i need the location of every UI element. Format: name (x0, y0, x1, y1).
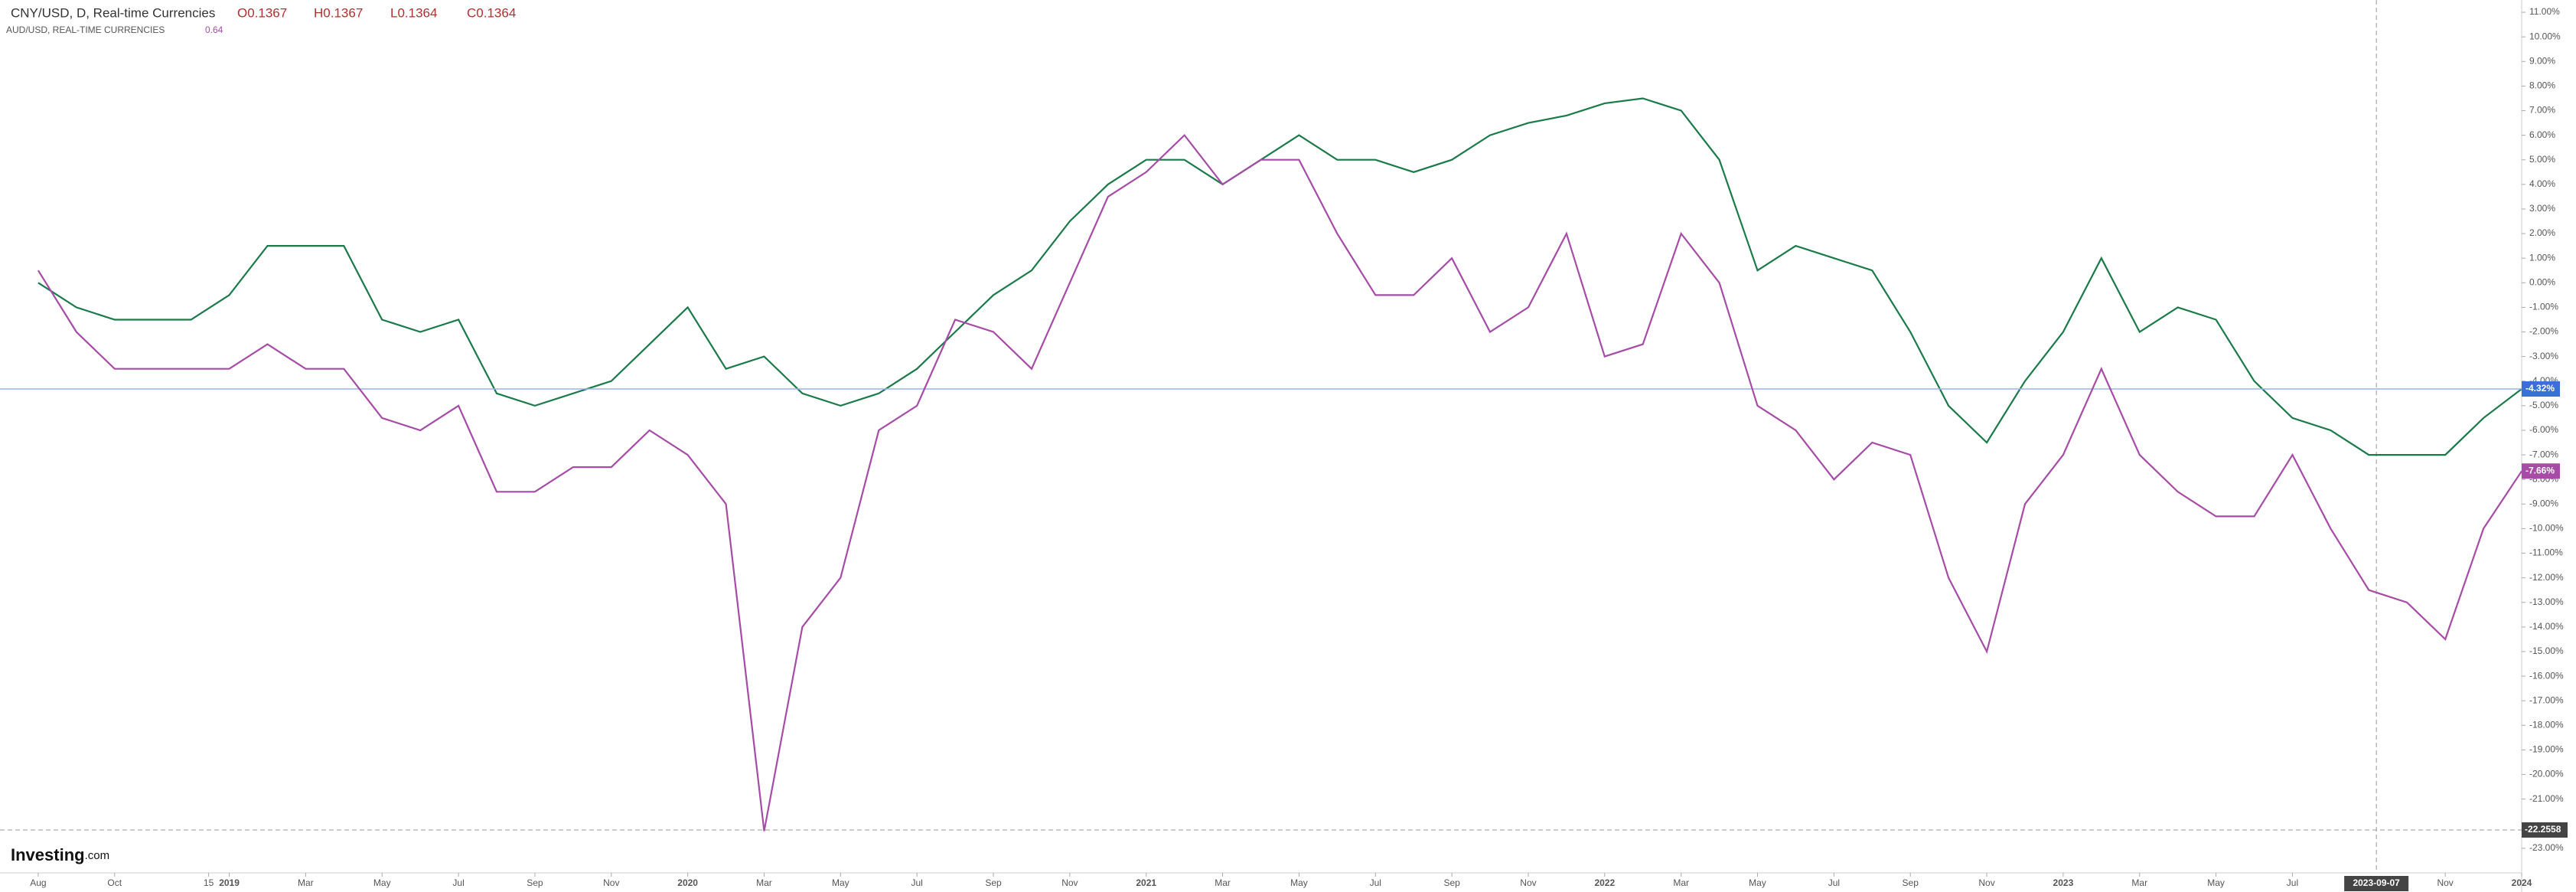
x-tick-label: May (373, 877, 391, 888)
y-tick-label: -18.00% (2529, 719, 2564, 730)
x-tick-label: Mar (1673, 877, 1689, 888)
x-tick-label: Sep (985, 877, 1002, 888)
y-tick-label: 5.00% (2529, 154, 2555, 165)
ohlc: H0.1367 (314, 5, 363, 20)
x-tick-label: 2019 (219, 877, 240, 888)
y-tick-label: 11.00% (2529, 6, 2560, 17)
y-tick-label: -7.00% (2529, 449, 2558, 459)
x-tick-label: Sep (1903, 877, 1919, 888)
y-tick-label: -19.00% (2529, 744, 2564, 755)
y-tick-label: -16.00% (2529, 670, 2564, 681)
x-tick-label: Sep (1443, 877, 1460, 888)
x-tick-label: Jul (1828, 877, 1840, 888)
ohlc: C0.1364 (467, 5, 516, 20)
compare-value: 0.64 (205, 25, 223, 35)
x-tick-label: Nov (1061, 877, 1078, 888)
x-tick-label: Mar (1215, 877, 1231, 888)
logo-suffix: .com (85, 849, 110, 862)
x-tick-label: Nov (1520, 877, 1536, 888)
y-tick-label: -17.00% (2529, 694, 2564, 705)
last-label: -7.66% (2525, 465, 2555, 475)
x-tick-label: Jul (452, 877, 464, 888)
x-tick-label: 2021 (1136, 877, 1156, 888)
y-tick-label: -1.00% (2529, 302, 2558, 312)
y-tick-label: 10.00% (2529, 31, 2561, 41)
y-tick-label: -23.00% (2529, 842, 2564, 853)
x-tick-label: Jul (911, 877, 923, 888)
ohlc: L0.1364 (390, 5, 437, 20)
x-tick-label: Mar (2131, 877, 2147, 888)
y-tick-label: -12.00% (2529, 572, 2564, 583)
x-tick-label: Jul (1370, 877, 1381, 888)
y-tick-label: -21.00% (2529, 793, 2564, 804)
y-tick-label: -9.00% (2529, 498, 2558, 508)
logo-main: Investing (11, 845, 85, 864)
series-line (37, 133, 2522, 832)
x-tick-label: Nov (603, 877, 619, 888)
x-tick-label: May (832, 877, 849, 888)
crosshair-x-badge (2344, 876, 2409, 891)
x-tick-label: Nov (2437, 877, 2453, 888)
x-tick-label: 2023 (2053, 877, 2074, 888)
y-tick-label: 0.00% (2529, 276, 2555, 287)
x-tick-label: 15 (204, 877, 214, 888)
series-label[interactable]: CNY/USD, D, Real-time Currencies (11, 5, 215, 20)
x-tick-label: 2022 (1594, 877, 1615, 888)
y-tick-label: 9.00% (2529, 55, 2555, 66)
x-tick-label: May (1290, 877, 1308, 888)
last-badge (2522, 463, 2560, 479)
y-tick-label: 6.00% (2529, 129, 2555, 140)
y-tick-label: 8.00% (2529, 80, 2555, 91)
x-tick-label: Nov (1978, 877, 1994, 888)
crosshair-y-badge (2522, 822, 2568, 838)
y-tick-label: -6.00% (2529, 424, 2558, 435)
y-tick-label: 3.00% (2529, 203, 2555, 214)
logo: Investing.com (11, 845, 109, 864)
last-badge (2522, 381, 2560, 397)
y-tick-label: -13.00% (2529, 596, 2564, 607)
x-tick-label: Oct (107, 877, 122, 888)
x-tick-label: May (1749, 877, 1766, 888)
y-tick-label: -5.00% (2529, 400, 2558, 410)
y-tick-label: 7.00% (2529, 105, 2555, 116)
y-tick-label: -15.00% (2529, 645, 2564, 656)
x-tick-label: 2020 (677, 877, 698, 888)
ohlc: O0.1367 (237, 5, 287, 20)
y-tick-label: -10.00% (2529, 523, 2564, 534)
y-tick-label: 1.00% (2529, 252, 2555, 263)
y-tick-label: -14.00% (2529, 621, 2564, 632)
y-tick-label: 4.00% (2529, 178, 2555, 189)
y-tick-label: 2.00% (2529, 227, 2555, 238)
x-tick-label: Jul (2287, 877, 2298, 888)
x-tick-label: Sep (527, 877, 543, 888)
y-tick-label: -20.00% (2529, 769, 2564, 779)
x-tick-label: May (2207, 877, 2225, 888)
x-tick-label: Aug (30, 877, 46, 888)
crosshair-y-label: -22.2558 (2525, 824, 2561, 835)
x-tick-label: Mar (756, 877, 772, 888)
compare-label[interactable]: AUD/USD, REAL-TIME CURRENCIES (6, 25, 165, 35)
x-tick-label: 2024 (2512, 877, 2532, 888)
y-tick-label: -11.00% (2529, 547, 2563, 558)
series-line (37, 97, 2522, 456)
y-tick-label: -3.00% (2529, 351, 2558, 361)
crosshair-x-label: 2023-09-07 (2353, 877, 2400, 888)
x-tick-label: Mar (298, 877, 314, 888)
y-tick-label: -2.00% (2529, 326, 2558, 337)
last-label: -4.32% (2525, 383, 2555, 394)
